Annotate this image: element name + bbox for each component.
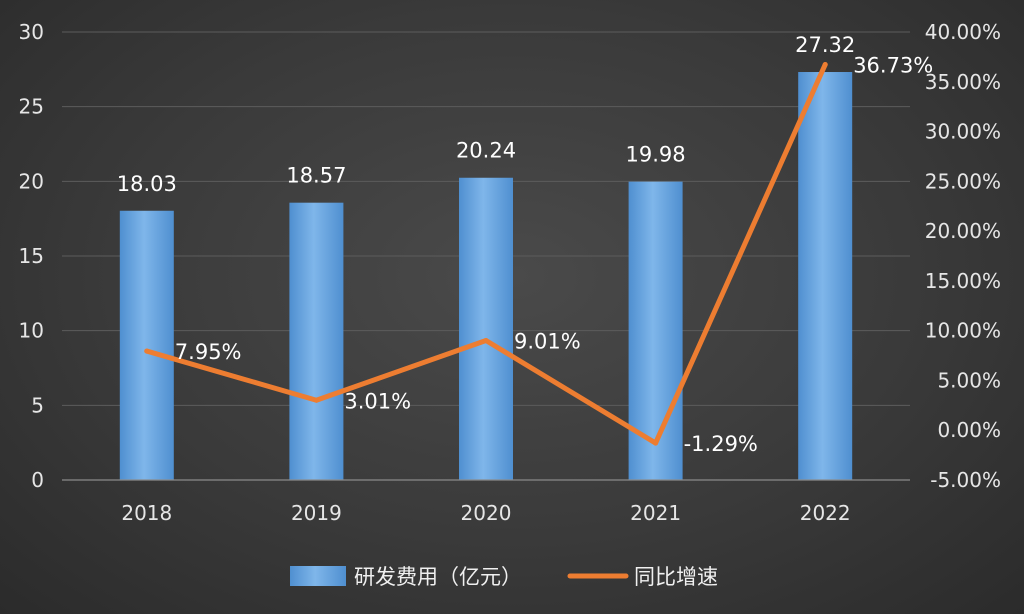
y-left-tick-label: 0: [31, 468, 44, 492]
bar: [459, 177, 513, 480]
y-right-tick-label: 5.00%: [937, 368, 1001, 392]
y-left-tick-label: 15: [19, 244, 44, 268]
line-point: [653, 440, 659, 446]
line-value-label: 7.95%: [175, 340, 242, 364]
y-right-tick-label: -5.00%: [930, 468, 1001, 492]
x-tick-label: 2018: [121, 501, 172, 525]
line-point: [822, 62, 828, 68]
legend-bar-swatch: [290, 566, 346, 586]
y-left-tick-label: 25: [19, 95, 44, 119]
bar-value-label: 19.98: [626, 143, 686, 167]
y-right-tick-label: 20.00%: [925, 219, 1001, 243]
line-point: [483, 338, 489, 344]
y-right-tick-label: 10.00%: [925, 319, 1001, 343]
y-left-tick-label: 10: [19, 319, 44, 343]
y-right-tick-label: 25.00%: [925, 169, 1001, 193]
legend-line-label: 同比增速: [634, 565, 718, 589]
axes: 0 5 10 15 20 25 30 -5.00% 0.00% 5.00% 10.00% 15.00%…: [19, 20, 1001, 525]
line-value-label: -1.29%: [684, 432, 758, 456]
bar: [798, 72, 853, 480]
line-value-label: 3.01%: [344, 389, 411, 413]
legend: 研发费用（亿元） 同比增速: [290, 565, 718, 589]
legend-bar-label: 研发费用（亿元）: [354, 565, 522, 589]
y-left-tick-label: 20: [19, 169, 44, 193]
y-right-tick-label: 15.00%: [925, 269, 1001, 293]
line-value-label: 36.73%: [853, 54, 933, 78]
x-tick-label: 2022: [800, 501, 851, 525]
y-left-tick-label: 30: [19, 20, 44, 44]
line-point: [313, 397, 319, 403]
y-right-tick-label: 0.00%: [937, 418, 1001, 442]
y-right-tick-label: 40.00%: [925, 20, 1001, 44]
y-left-tick-label: 5: [31, 393, 44, 417]
line-value-label: 9.01%: [514, 330, 581, 354]
bar: [289, 202, 344, 481]
x-tick-label: 2021: [630, 501, 681, 525]
bar-value-label: 18.57: [286, 164, 346, 188]
y-right-tick-label: 35.00%: [925, 70, 1001, 94]
bar: [628, 181, 683, 480]
x-tick-label: 2019: [291, 501, 342, 525]
x-tick-label: 2020: [461, 501, 512, 525]
bar: [119, 210, 174, 480]
bar-series: [119, 72, 853, 481]
bar-value-label: 27.32: [795, 33, 855, 57]
y-right-tick-label: 30.00%: [925, 120, 1001, 144]
bar-value-label: 18.03: [117, 172, 177, 196]
line-point: [144, 348, 150, 354]
data-labels: 18.03 18.57 20.24 19.98 27.32 7.95% 3.01% 9.01%…: [117, 33, 934, 456]
line-series: [144, 62, 828, 446]
bar-value-label: 20.24: [456, 139, 516, 163]
